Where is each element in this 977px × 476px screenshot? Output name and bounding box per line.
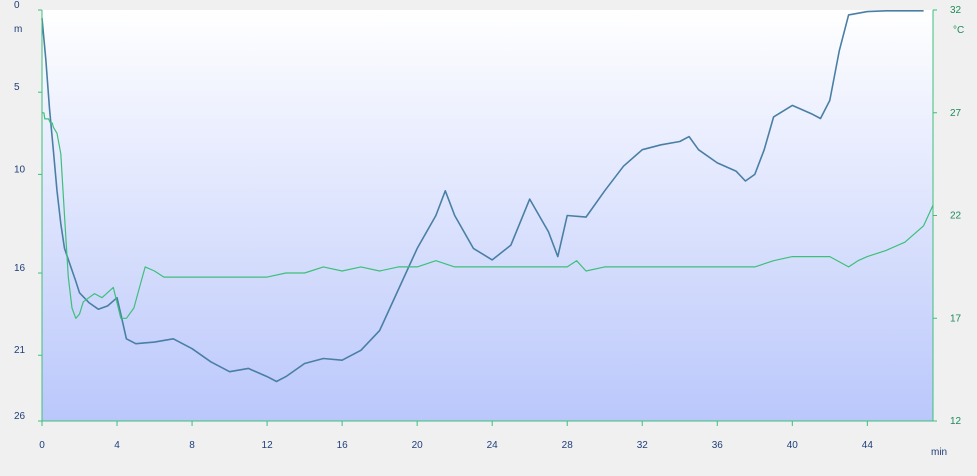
- y-right-tick-label: 17: [950, 313, 962, 324]
- y-left-unit-label: m: [14, 24, 22, 35]
- y-right-tick-label: 12: [950, 416, 962, 427]
- x-tick-label: 8: [189, 440, 195, 451]
- y-right-tick-label: 22: [950, 211, 962, 222]
- y-right-unit-label: °C: [953, 25, 964, 36]
- x-tick-label: 16: [337, 440, 349, 451]
- x-tick-label: 0: [39, 440, 45, 451]
- y-right-tick-label: 32: [950, 5, 962, 16]
- x-tick-label: 28: [562, 440, 574, 451]
- x-tick-label: 4: [114, 440, 120, 451]
- x-tick-label: 40: [787, 440, 799, 451]
- y-right-tick-label: 27: [950, 108, 962, 119]
- x-tick-label: 32: [637, 440, 649, 451]
- x-tick-label: 12: [262, 440, 274, 451]
- x-axis-label: min: [931, 447, 947, 458]
- y-left-tick-label: 26: [14, 411, 26, 422]
- depth-line: [41, 10, 924, 383]
- x-tick-label: 44: [862, 440, 874, 451]
- y-left-tick-label: 16: [14, 263, 26, 274]
- y-left-tick-label: 21: [14, 345, 26, 356]
- plot-area: [42, 10, 933, 421]
- temperature-line: [42, 112, 934, 319]
- x-tick-label: 24: [487, 440, 499, 451]
- x-tick-label: 36: [712, 440, 724, 451]
- y-left-tick-label: 10: [14, 164, 26, 175]
- y-left-tick-label: 0: [14, 0, 20, 11]
- y-left-tick-label: 5: [14, 82, 20, 93]
- x-tick-label: 20: [412, 440, 424, 451]
